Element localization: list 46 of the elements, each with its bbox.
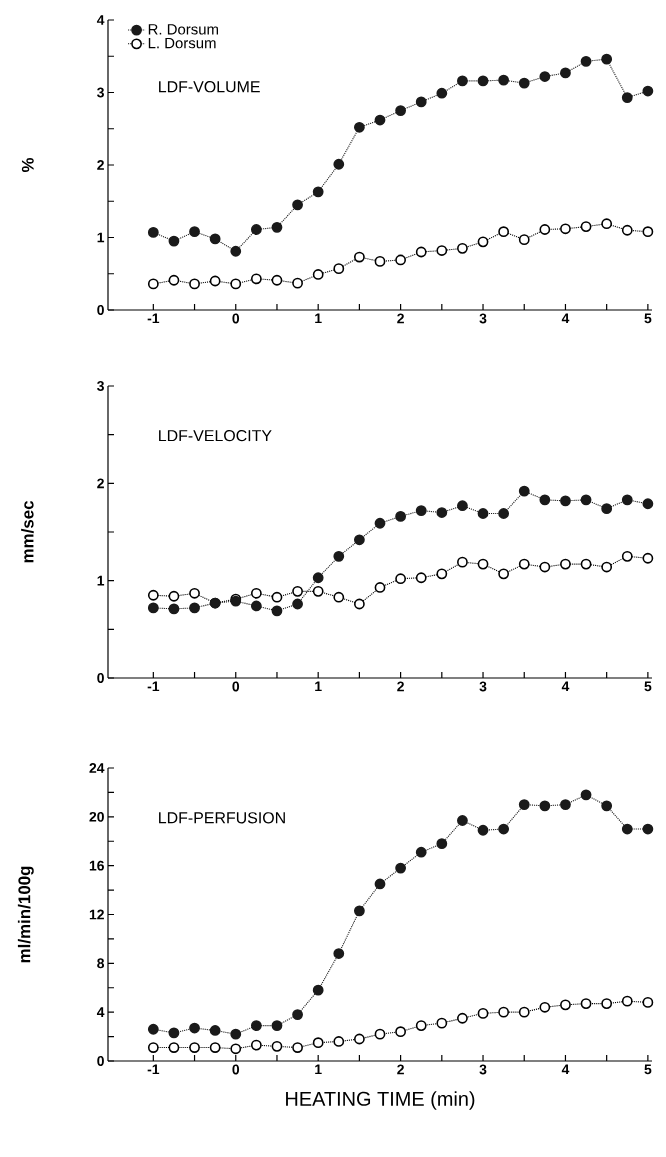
x-tick-label: 3 <box>479 1064 487 1075</box>
legend-label: R. Dorsum <box>148 24 218 35</box>
x-tick-label: 2 <box>397 313 404 324</box>
x-tick-label: -1 <box>147 1064 160 1075</box>
y-tick-label: 16 <box>89 860 104 871</box>
y-tick-label: 1 <box>97 232 105 243</box>
x-tick-label: 3 <box>479 313 487 324</box>
y-tick-label: 2 <box>97 478 104 489</box>
y-tick-label: 2 <box>97 160 104 170</box>
x-tick-label: 4 <box>561 313 570 324</box>
legend-label: L. Dorsum <box>148 37 216 49</box>
y-axis-title: % <box>21 157 34 173</box>
y-tick-label: 1 <box>97 575 105 586</box>
x-tick-label: 5 <box>644 1064 652 1075</box>
x-axis-title: HEATING TIME (min) <box>286 1091 475 1110</box>
x-tick-label: 4 <box>561 1064 570 1075</box>
y-tick-label: 12 <box>89 909 104 920</box>
x-tick-label: -1 <box>147 313 160 324</box>
x-tick-label: 0 <box>232 1064 240 1075</box>
y-tick-label: 3 <box>97 381 104 391</box>
x-tick-label: 1 <box>315 681 322 692</box>
y-tick-label: 8 <box>97 958 105 969</box>
x-tick-label: 1 <box>315 313 322 324</box>
y-axis-title: mm/sec <box>21 500 34 563</box>
annotation: LDF-VOLUME <box>159 81 260 93</box>
x-tick-label: 2 <box>397 1064 404 1075</box>
y-tick-label: 4 <box>96 15 105 25</box>
x-tick-label: 2 <box>397 681 404 692</box>
x-tick-label: -1 <box>147 681 160 692</box>
x-tick-label: 3 <box>479 681 487 692</box>
y-tick-label: 0 <box>97 1056 104 1066</box>
x-tick-label: 0 <box>232 313 240 324</box>
x-tick-label: 4 <box>561 681 570 692</box>
y-tick-label: 24 <box>89 763 105 773</box>
y-tick-label: 0 <box>97 305 104 315</box>
x-tick-label: 1 <box>315 1064 322 1075</box>
y-tick-label: 20 <box>89 811 104 822</box>
x-tick-label: 5 <box>644 681 652 692</box>
annotation: LDF-PERFUSION <box>159 812 285 824</box>
y-tick-label: 4 <box>96 1007 105 1017</box>
y-axis-title: ml/min/100g <box>17 866 34 963</box>
annotation: LDF-VELOCITY <box>159 429 272 442</box>
x-tick-label: 5 <box>644 313 652 324</box>
x-tick-label: 0 <box>232 681 240 692</box>
y-tick-label: 0 <box>97 673 104 683</box>
y-tick-label: 3 <box>97 87 104 98</box>
